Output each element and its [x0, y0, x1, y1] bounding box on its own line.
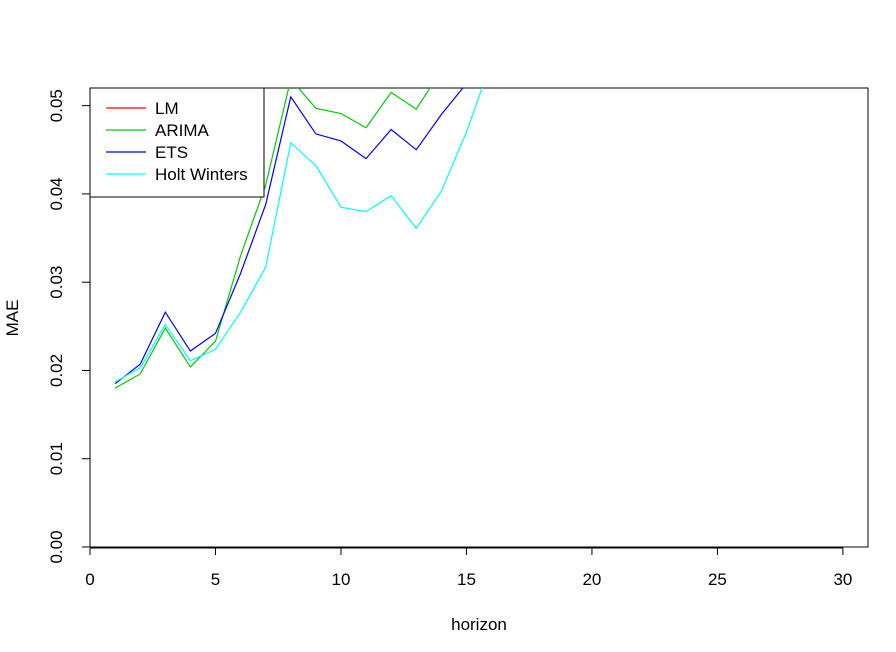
y-tick-label: 0.01 — [47, 442, 66, 475]
legend-label: ARIMA — [155, 121, 210, 140]
x-axis-title: horizon — [451, 615, 507, 634]
y-tick-label: 0.02 — [47, 354, 66, 387]
series-line-ets — [114, 88, 464, 385]
x-tick-label: 5 — [211, 570, 220, 589]
x-tick-label: 10 — [332, 570, 351, 589]
y-tick-label: 0.03 — [47, 266, 66, 299]
legend-label: ETS — [155, 143, 188, 162]
x-axis: 0 5 10 15 20 25 30 — [85, 547, 852, 589]
x-tick-label: 25 — [708, 570, 727, 589]
legend-label: Holt Winters — [155, 165, 248, 184]
series-line-arima — [114, 88, 431, 389]
y-tick-label: 0.04 — [47, 177, 66, 210]
x-tick-label: 30 — [833, 570, 852, 589]
y-axis: 0.00 0.01 0.02 0.03 0.04 0.05 — [47, 89, 91, 564]
x-tick-label: 20 — [582, 570, 601, 589]
legend: LM ARIMA ETS Holt Winters — [89, 87, 265, 198]
legend-label: LM — [155, 99, 179, 118]
legend-box — [89, 87, 265, 198]
y-tick-label: 0.05 — [47, 89, 66, 122]
y-tick-label: 0.00 — [47, 530, 66, 563]
x-tick-label: 0 — [85, 570, 94, 589]
x-tick-label: 15 — [457, 570, 476, 589]
series-line-holt-winters — [114, 88, 483, 383]
y-axis-title: MAE — [3, 300, 22, 337]
